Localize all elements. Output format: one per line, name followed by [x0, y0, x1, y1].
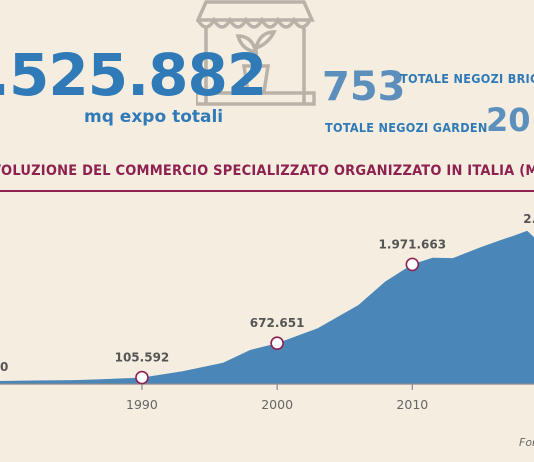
garden-count: 20	[486, 101, 531, 139]
bricolage-label: TOTALE NEGOZI BRICO	[400, 71, 534, 86]
x-tick-label: 1990	[126, 397, 158, 412]
chart-title: VOLUZIONE DEL COMMERCIO SPECIALIZZATO OR…	[0, 163, 534, 179]
data-point-marker	[405, 257, 420, 272]
x-tick-label: 2010	[396, 397, 428, 412]
garden-label: TOTALE NEGOZI GARDEN	[325, 120, 488, 135]
stats-header: .525.882 mq expo totali 753 TOTALE NEGOZ…	[0, 0, 534, 160]
x-tick-label: 2000	[261, 397, 293, 412]
source-note: For	[519, 436, 534, 449]
data-value-label: 105.592	[115, 351, 170, 365]
area-series	[0, 230, 534, 384]
data-value-label: 2.5	[523, 212, 534, 226]
data-value-label: 672.651	[250, 316, 305, 330]
data-value-label: 1.971.663	[379, 237, 447, 251]
data-value-label: 0	[0, 360, 8, 374]
garden-shop-icon	[196, 0, 316, 106]
bricolage-count: 753	[322, 64, 406, 110]
title-divider	[0, 190, 534, 192]
total-area-caption: mq expo totali	[84, 107, 224, 127]
data-point-marker	[135, 370, 149, 385]
total-area-value: .525.882	[0, 41, 267, 109]
data-point-marker	[270, 336, 284, 350]
